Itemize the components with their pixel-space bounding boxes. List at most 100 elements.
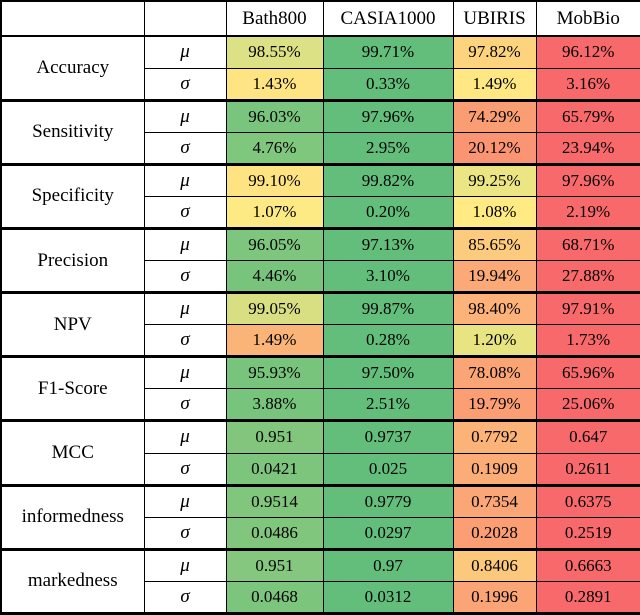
cell-markedness-mu-bath800: 0.951 [225,547,324,582]
stat-label-mu: μ [143,547,227,582]
cell-accuracy-sigma-casia1000: 0.33% [322,67,454,101]
specificity-mu-row: Specificity μ 99.10% 99.82% 99.25% 97.96% [0,162,640,229]
stat-label-sigma: σ [143,580,227,615]
cell-markedness-sigma-bath800: 0.0468 [225,580,324,615]
cell-precision-sigma-casia1000: 3.10% [322,260,454,294]
stat-label-mu: μ [143,483,227,518]
cell-mcc-mu-casia1000: 0.9737 [322,419,454,454]
cell-f1-score-mu-ubiris: 78.08% [452,355,537,390]
metric-label-informedness: informedness [0,483,145,550]
cell-f1-score-mu-bath800: 95.93% [225,355,324,390]
informedness-sigma-row: σ 0.0486 0.0297 0.2028 0.2519 [1,516,640,550]
cell-informedness-mu-casia1000: 0.9779 [322,483,454,518]
cell-informedness-sigma-mobbio: 0.2519 [535,516,640,550]
cell-informedness-sigma-casia1000: 0.0297 [322,516,454,550]
cell-mcc-mu-mobbio: 0.647 [535,419,640,454]
cell-f1-score-mu-mobbio: 65.96% [535,355,640,390]
cell-informedness-sigma-ubiris: 0.2028 [452,516,537,550]
cell-precision-sigma-bath800: 4.46% [225,260,324,294]
cell-informedness-mu-bath800: 0.9514 [225,483,324,518]
stat-label-sigma: σ [143,388,227,422]
cell-accuracy-sigma-mobbio: 3.16% [535,67,640,101]
cell-npv-mu-ubiris: 98.40% [452,291,537,326]
column-header-ubiris: UBIRIS [452,0,537,37]
cell-npv-sigma-ubiris: 1.20% [452,324,537,358]
cell-npv-sigma-bath800: 1.49% [225,324,324,358]
sensitivity-mu-row: Sensitivity μ 96.03% 97.96% 74.29% 65.79% [0,98,640,165]
cell-sensitivity-sigma-bath800: 4.76% [225,131,324,165]
cell-f1-score-mu-casia1000: 97.50% [322,355,454,390]
stat-label-mu: μ [143,162,227,197]
stat-label-mu: μ [143,35,227,69]
cell-specificity-sigma-ubiris: 1.08% [452,195,537,229]
cell-accuracy-sigma-bath800: 1.43% [225,67,324,101]
cell-specificity-sigma-bath800: 1.07% [225,195,324,229]
cell-informedness-mu-mobbio: 0.6375 [535,483,640,518]
cell-specificity-mu-bath800: 99.10% [225,162,324,197]
cell-sensitivity-mu-mobbio: 65.79% [535,98,640,133]
metric-label-accuracy: Accuracy [0,35,145,101]
npv-sigma-row: σ 1.49% 0.28% 1.20% 1.73% [1,324,640,358]
cell-accuracy-sigma-ubiris: 1.49% [452,67,537,101]
stat-label-sigma: σ [143,516,227,550]
cell-f1-score-sigma-bath800: 3.88% [225,388,324,422]
npv-mu-row: NPV μ 99.05% 99.87% 98.40% 97.91% [0,291,640,358]
stat-label-sigma: σ [143,452,227,486]
accuracy-sigma-row: σ 1.43% 0.33% 1.49% 3.16% [1,67,640,101]
f1-score-mu-row: F1-Score μ 95.93% 97.50% 78.08% 65.96% [0,355,640,422]
cell-accuracy-mu-ubiris: 97.82% [452,35,537,69]
cell-npv-sigma-casia1000: 0.28% [322,324,454,358]
metric-label-sensitivity: Sensitivity [0,98,145,165]
markedness-mu-row: markedness μ 0.951 0.97 0.8406 0.6663 [0,547,640,615]
stat-label-mu: μ [143,226,227,262]
column-header-bath800: Bath800 [225,0,324,37]
cell-markedness-mu-ubiris: 0.8406 [452,547,537,582]
cell-npv-mu-bath800: 99.05% [225,291,324,326]
cell-mcc-sigma-casia1000: 0.025 [322,452,454,486]
metric-label-npv: NPV [0,291,145,358]
markedness-sigma-row: σ 0.0468 0.0312 0.1996 0.2891 [1,580,640,615]
cell-sensitivity-mu-casia1000: 97.96% [322,98,454,133]
cell-f1-score-sigma-mobbio: 25.06% [535,388,640,422]
stat-label-mu: μ [143,355,227,390]
precision-mu-row: Precision μ 96.05% 97.13% 85.65% 68.71% [0,226,640,294]
cell-specificity-mu-casia1000: 99.82% [322,162,454,197]
stat-label-sigma: σ [143,67,227,101]
cell-precision-mu-casia1000: 97.13% [322,226,454,262]
cell-markedness-sigma-mobbio: 0.2891 [535,580,640,615]
cell-mcc-sigma-mobbio: 0.2611 [535,452,640,486]
sensitivity-sigma-row: σ 4.76% 2.95% 20.12% 23.94% [1,131,640,165]
stat-label-mu: μ [143,98,227,133]
cell-f1-score-sigma-ubiris: 19.79% [452,388,537,422]
cell-informedness-mu-ubiris: 0.7354 [452,483,537,518]
stat-label-mu: μ [143,419,227,454]
cell-sensitivity-mu-ubiris: 74.29% [452,98,537,133]
cell-npv-sigma-mobbio: 1.73% [535,324,640,358]
metric-label-mcc: MCC [0,419,145,486]
cell-markedness-sigma-ubiris: 0.1996 [452,580,537,615]
metric-label-f1-score: F1-Score [0,355,145,422]
cell-sensitivity-sigma-mobbio: 23.94% [535,131,640,165]
metric-label-precision: Precision [0,226,145,294]
cell-npv-mu-casia1000: 99.87% [322,291,454,326]
cell-mcc-sigma-ubiris: 0.1909 [452,452,537,486]
precision-sigma-row: σ 4.46% 3.10% 19.94% 27.88% [1,260,640,294]
informedness-mu-row: informedness μ 0.9514 0.9779 0.7354 0.6375 [0,483,640,550]
cell-mcc-mu-ubiris: 0.7792 [452,419,537,454]
cell-markedness-sigma-casia1000: 0.0312 [322,580,454,615]
corner-cell-metric [0,0,145,37]
cell-precision-mu-mobbio: 68.71% [535,226,640,262]
cell-accuracy-mu-casia1000: 99.71% [322,35,454,69]
cell-precision-mu-ubiris: 85.65% [452,226,537,262]
cell-sensitivity-mu-bath800: 96.03% [225,98,324,133]
cell-specificity-sigma-casia1000: 0.20% [322,195,454,229]
cell-precision-sigma-mobbio: 27.88% [535,260,640,294]
metric-label-markedness: markedness [0,547,145,615]
stat-label-sigma: σ [143,195,227,229]
mcc-mu-row: MCC μ 0.951 0.9737 0.7792 0.647 [0,419,640,486]
mcc-sigma-row: σ 0.0421 0.025 0.1909 0.2611 [1,452,640,486]
stat-label-sigma: σ [143,260,227,294]
cell-mcc-mu-bath800: 0.951 [225,419,324,454]
cell-f1-score-sigma-casia1000: 2.51% [322,388,454,422]
